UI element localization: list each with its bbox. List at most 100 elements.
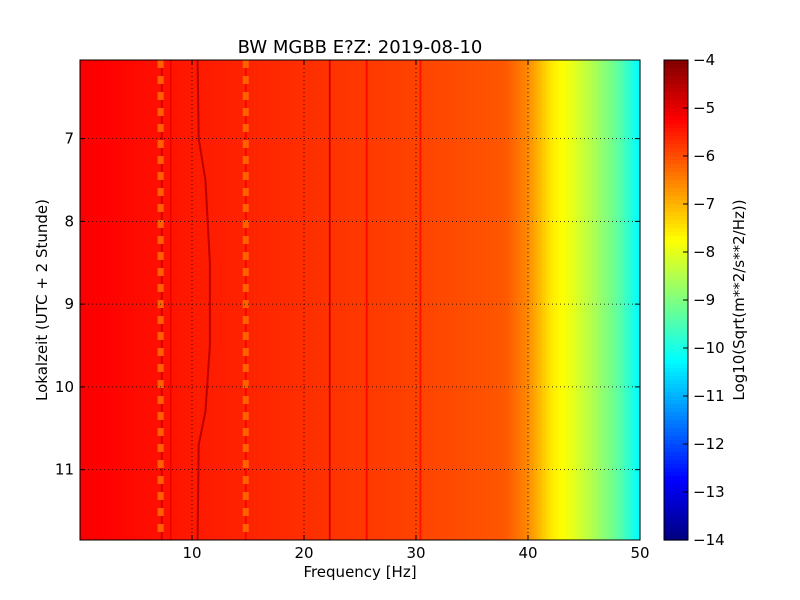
colorbar-segment <box>664 496 688 501</box>
colorbar-segment <box>664 64 688 69</box>
heatmap-column <box>494 60 498 540</box>
colorbar-segment <box>664 396 688 401</box>
heatmap-column <box>127 60 131 540</box>
colorbar-segment <box>664 200 688 205</box>
heatmap-column <box>166 60 171 540</box>
heatmap-column <box>486 60 490 540</box>
heatmap-column <box>544 60 549 540</box>
colorbar-segment <box>664 364 688 369</box>
heatmap-column <box>259 60 263 540</box>
banded-line-segment <box>242 412 249 420</box>
banded-line-segment <box>157 60 164 68</box>
banded-line-segment <box>157 252 164 260</box>
colorbar-segment <box>664 148 688 153</box>
heatmap-column <box>222 60 227 540</box>
heatmap-column <box>164 60 168 540</box>
colorbar-segment <box>664 128 688 133</box>
colorbar-segment <box>664 388 688 393</box>
banded-line-segment <box>157 428 164 436</box>
heatmap-column <box>514 60 518 540</box>
x-tick-label: 30 <box>406 544 425 562</box>
colorbar-segment <box>664 504 688 509</box>
banded-line-segment <box>242 188 249 196</box>
heatmap-column <box>586 60 591 540</box>
heatmap-column <box>444 60 448 540</box>
banded-line-segment <box>157 508 164 516</box>
colorbar-segment <box>664 168 688 173</box>
banded-line-segment <box>242 476 249 484</box>
banded-line-segment <box>242 252 249 260</box>
colorbar-segment <box>664 400 688 405</box>
colorbar-segment <box>664 104 688 109</box>
heatmap-column <box>206 60 210 540</box>
heatmap-column <box>189 60 193 540</box>
heatmap-column <box>421 60 425 540</box>
colorbar-segment <box>664 512 688 517</box>
colorbar-segment <box>664 360 688 365</box>
heatmap-column <box>556 60 560 540</box>
colorbar-segment <box>664 288 688 293</box>
heatmap-column <box>301 60 305 540</box>
colorbar-segment <box>664 204 688 209</box>
heatmap-column <box>239 60 243 540</box>
y-tick-label: 10 <box>55 378 74 396</box>
heatmap-column <box>267 60 271 540</box>
heatmap-column <box>102 60 106 540</box>
heatmap-column <box>606 60 610 540</box>
colorbar-segment <box>664 72 688 77</box>
colorbar-segment <box>664 220 688 225</box>
heatmap-column <box>124 60 129 540</box>
heatmap-column <box>628 60 633 540</box>
heatmap-column <box>466 60 470 540</box>
heatmap-column <box>96 60 101 540</box>
heatmap-column <box>550 60 554 540</box>
heatmap-column <box>371 60 375 540</box>
heatmap-column <box>298 60 302 540</box>
heatmap-column <box>432 60 437 540</box>
banded-line-segment <box>242 236 249 244</box>
heatmap-column <box>572 60 577 540</box>
heatmap-column <box>351 60 355 540</box>
heatmap-column <box>144 60 148 540</box>
heatmap-column <box>609 60 613 540</box>
colorbar: −4 −5 −6 −7 −8 −9 −10 −11 −12 −13 −14 Log10(Sqrt(m… <box>663 51 748 549</box>
heatmap-column <box>133 60 137 540</box>
heatmap-column <box>404 60 409 540</box>
banded-line-segment <box>157 108 164 116</box>
heatmap-column <box>542 60 546 540</box>
colorbar-segment <box>664 196 688 201</box>
heatmap-column <box>564 60 568 540</box>
colorbar-segment <box>664 248 688 253</box>
colorbar-segment <box>664 324 688 329</box>
heatmap-column <box>382 60 386 540</box>
heatmap-column <box>110 60 115 540</box>
heatmap-column <box>141 60 145 540</box>
colorbar-segment <box>664 268 688 273</box>
colorbar-segment <box>664 120 688 125</box>
heatmap-column <box>225 60 229 540</box>
heatmap-column <box>200 60 204 540</box>
heatmap-column <box>525 60 529 540</box>
colorbar-segment <box>664 476 688 481</box>
heatmap-column <box>290 60 294 540</box>
heatmap-column <box>530 60 535 540</box>
colorbar-segment <box>664 316 688 321</box>
colorbar-segment <box>664 524 688 529</box>
colorbar-segment <box>664 444 688 449</box>
colorbar-segment <box>664 96 688 101</box>
heatmap-column <box>284 60 288 540</box>
plot-frame <box>79 59 641 541</box>
colorbar-segment <box>664 244 688 249</box>
heatmap-column <box>332 60 336 540</box>
colorbar-tick-label: −7 <box>693 195 715 213</box>
heatmap-column <box>334 60 339 540</box>
heatmap-column <box>474 60 479 540</box>
heatmap-column <box>122 60 126 540</box>
heatmap-column <box>396 60 400 540</box>
colorbar-segment <box>664 448 688 453</box>
banded-line-segment <box>157 156 164 164</box>
heatmap-column <box>178 60 182 540</box>
colorbar-segment <box>664 76 688 81</box>
heatmap-column <box>578 60 582 540</box>
colorbar-tick-label: −14 <box>693 531 725 549</box>
